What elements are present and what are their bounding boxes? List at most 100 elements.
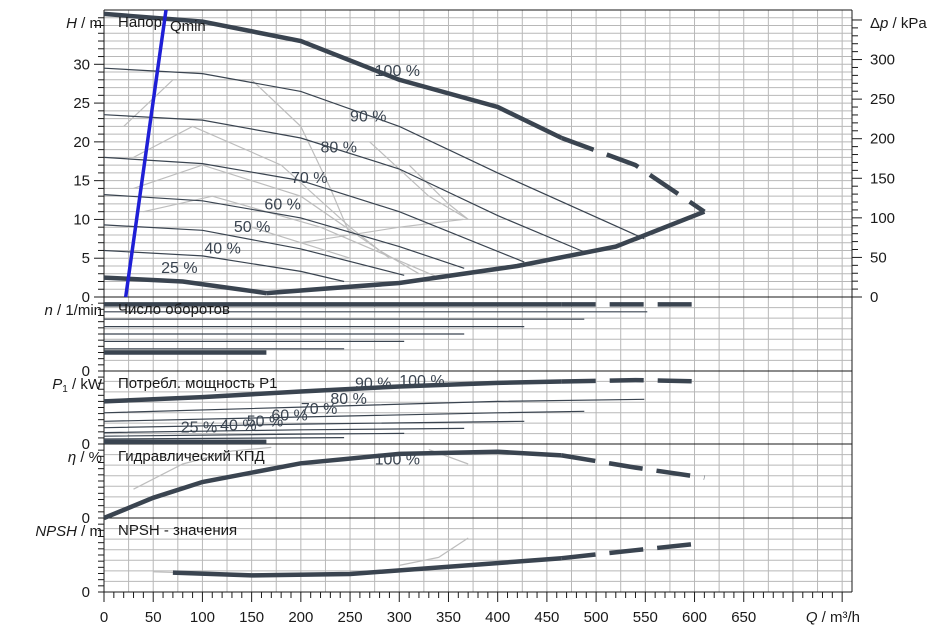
- y-tick-label: 0: [82, 289, 90, 306]
- series-line: [103, 114, 585, 253]
- y-axis-unit: / m: [77, 523, 102, 540]
- qmin-line: [123, 9, 168, 298]
- x-tick-label: 150: [239, 609, 264, 626]
- y-axis-label: P1 / kW: [52, 376, 103, 395]
- y-tick-label: 25: [73, 95, 90, 112]
- x-tick-label: 550: [633, 609, 658, 626]
- series-line: [103, 437, 345, 440]
- y-axis-variable: H: [66, 15, 77, 32]
- series-line: [266, 209, 706, 296]
- right-tick-label: 50: [870, 249, 887, 266]
- grid-layer: [103, 10, 852, 592]
- right-tick-label: 200: [870, 131, 895, 148]
- x-tick-label: 500: [584, 609, 609, 626]
- y-tick-label: 0: [82, 510, 90, 527]
- series-line-dashed: [561, 377, 705, 384]
- curve-label: 100 %: [375, 452, 420, 469]
- curve-label: 70 %: [301, 401, 337, 418]
- series-line: [103, 156, 525, 263]
- grey-curve: [369, 141, 469, 220]
- qmin-label: Qmin: [170, 18, 206, 35]
- curve-label: 50 %: [247, 413, 283, 430]
- y-tick-label: 0: [82, 363, 90, 380]
- y-axis-label: NPSH / m: [35, 523, 102, 540]
- series-line: [103, 224, 405, 276]
- x-tick-label: 0: [100, 609, 108, 626]
- y-tick-label: 30: [73, 56, 90, 73]
- y-tick-label: 15: [73, 173, 90, 190]
- right-axis-delta: Δ: [870, 15, 880, 32]
- x-tick-label: 250: [338, 609, 363, 626]
- curve-label: 60 %: [264, 196, 300, 213]
- curve-label: 90 %: [355, 376, 391, 393]
- x-tick-label: 200: [288, 609, 313, 626]
- right-axis-label: Δp / kPa: [870, 15, 927, 32]
- right-axis-variable: p: [879, 15, 888, 32]
- y-tick-label: 0: [82, 584, 90, 601]
- x-tick-label: 400: [485, 609, 510, 626]
- grey-curve: [133, 125, 390, 259]
- curve-label: 90 %: [350, 109, 386, 126]
- panel-title: Число оборотов: [118, 301, 230, 318]
- x-tick-label: 600: [682, 609, 707, 626]
- panel-title: NPSH - значения: [118, 522, 237, 539]
- x-tick-label: 50: [145, 609, 162, 626]
- right-tick-label: 250: [870, 91, 895, 108]
- series-line: [103, 398, 645, 414]
- x-tick-label: 450: [534, 609, 559, 626]
- x-axis-variable: Q: [806, 609, 818, 626]
- curve-layer: [103, 9, 706, 578]
- y-axis-variable: P: [52, 376, 62, 393]
- series-line: [103, 432, 405, 437]
- y-tick-label: 0: [82, 436, 90, 453]
- panel-title: Гидравлический КПД: [118, 448, 265, 465]
- grey-curve: [399, 537, 469, 566]
- series-line: [103, 67, 645, 240]
- series-line-dashed: [560, 135, 706, 214]
- curve-label: 80 %: [330, 391, 366, 408]
- curve-label: 40 %: [220, 418, 256, 435]
- curve-label: 25 %: [161, 260, 197, 277]
- series-line: [103, 427, 465, 434]
- y-axis-unit: / m: [77, 15, 102, 32]
- frame-layer: [94, 9, 862, 602]
- grey-curve: [123, 79, 351, 236]
- series-line: [103, 275, 267, 296]
- right-tick-label: 100: [870, 210, 895, 227]
- series-line-dashed: [561, 453, 705, 480]
- right-tick-label: 150: [870, 170, 895, 187]
- series-line: [103, 449, 562, 521]
- curve-label: 50 %: [234, 219, 270, 236]
- y-tick-label: 20: [73, 134, 90, 151]
- grey-curve: [300, 218, 464, 244]
- y-tick-label: 5: [82, 250, 90, 267]
- y-axis-label: n / 1/min: [44, 302, 102, 319]
- right-tick-label: 300: [870, 52, 895, 69]
- y-axis-variable: η: [68, 449, 76, 466]
- curve-label: 40 %: [204, 241, 240, 258]
- y-axis-unit: / 1/min: [53, 302, 102, 319]
- x-axis-label: Q / m³/h: [806, 609, 860, 626]
- curve-label: 25 %: [181, 420, 217, 437]
- y-axis-variable: NPSH: [35, 523, 77, 540]
- curve-label: 80 %: [321, 140, 357, 157]
- x-tick-label: 650: [731, 609, 756, 626]
- x-axis-unit: / m³/h: [817, 609, 860, 626]
- y-axis-unit: / %: [76, 449, 102, 466]
- series-line: [103, 420, 525, 429]
- y-axis-subscript: 1: [62, 384, 68, 395]
- y-tick-label: 10: [73, 211, 90, 228]
- series-line-dashed: [561, 540, 705, 561]
- grey-curve: [133, 446, 272, 490]
- y-axis-label: η / %: [68, 449, 102, 466]
- curve-label: 60 %: [271, 408, 307, 425]
- y-axis-variable: n: [44, 302, 52, 319]
- right-tick-label: 0: [870, 289, 878, 306]
- curve-label: 100 %: [399, 373, 444, 390]
- grey-curve: [408, 164, 469, 220]
- y-axis-unit: / kW: [68, 376, 103, 393]
- x-tick-label: 300: [387, 609, 412, 626]
- series-line: [103, 11, 563, 141]
- series-line: [103, 194, 465, 269]
